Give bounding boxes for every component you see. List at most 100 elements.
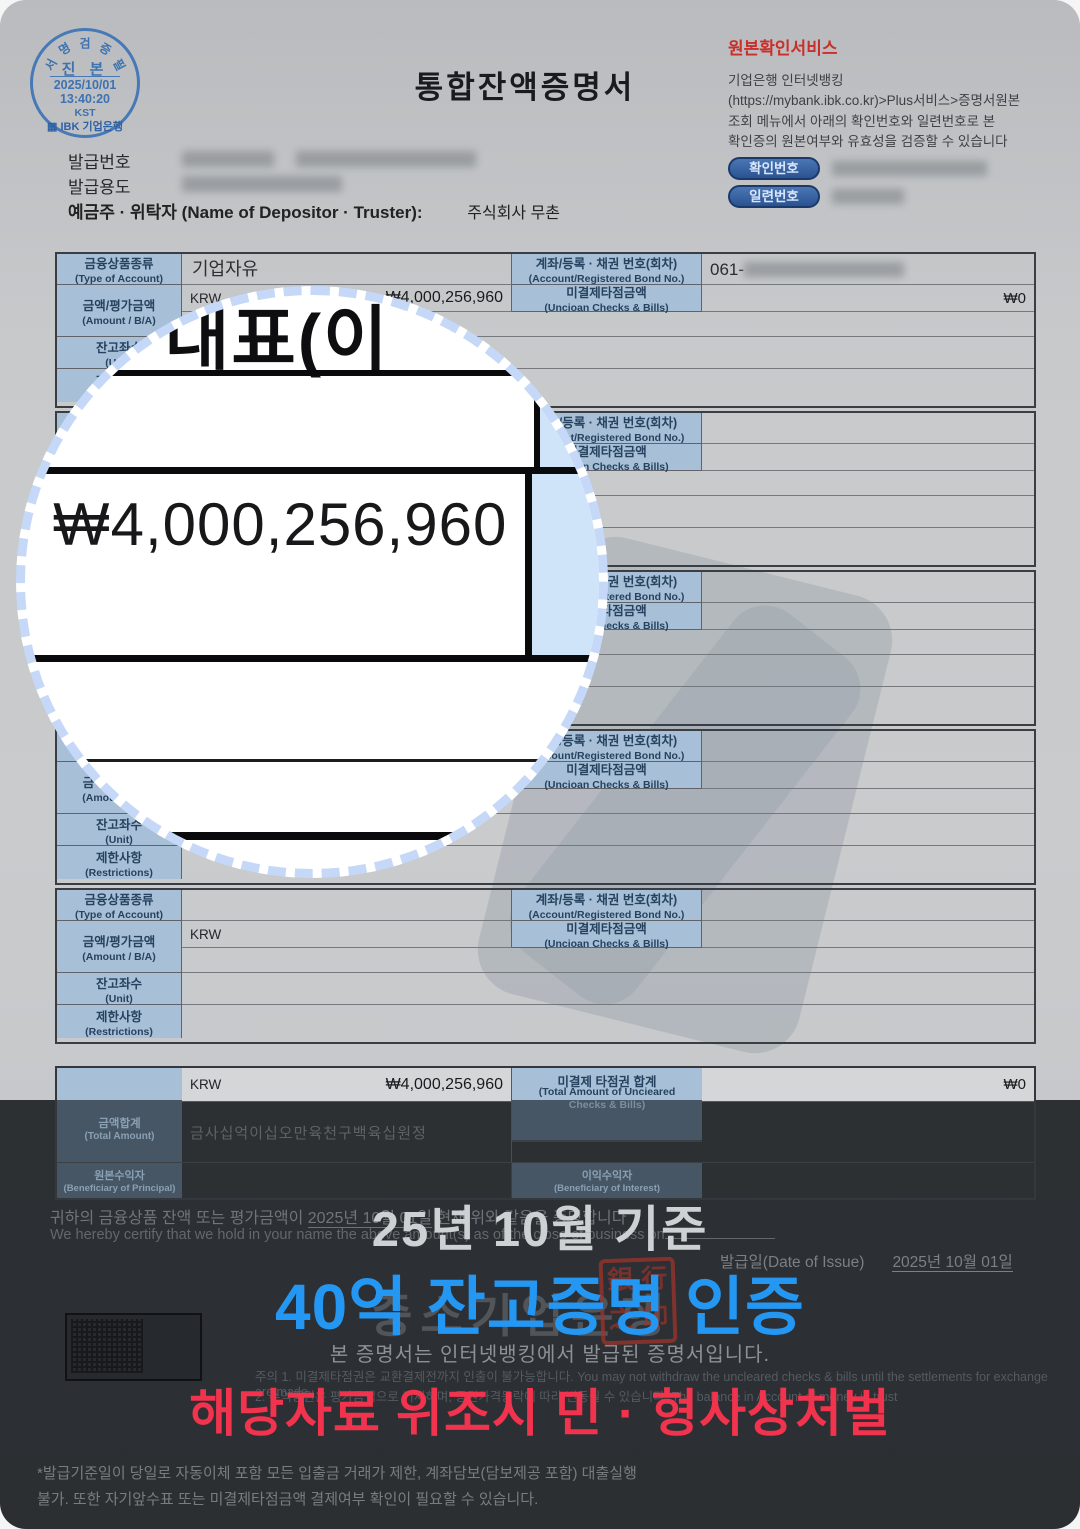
header-ko: 미결제 타점권 합계 bbox=[557, 1075, 657, 1089]
magnified-table-border bbox=[534, 370, 540, 474]
stamp-ring-letter: 명 bbox=[56, 40, 73, 58]
restrictions-header: 제한사항(Restrictions) bbox=[57, 846, 182, 879]
total-summary-table: 금액합계 (Total Amount) KRW ₩4,000,256,960 미결제… bbox=[55, 1066, 1036, 1200]
header-en: (Amount / B/A) bbox=[82, 950, 156, 963]
balance-amount: ₩4,000,256,960 bbox=[385, 289, 503, 306]
type-of-account-header: 금융상품종류 (Type of Account) bbox=[57, 254, 182, 285]
total-amount-header: 금액합계 (Total Amount) bbox=[57, 1068, 182, 1162]
header-en: (Uncioan Checks & Bills) bbox=[544, 938, 669, 950]
header-ko: 미결제타점금액 bbox=[566, 286, 647, 300]
unit-value bbox=[182, 655, 1034, 687]
magnified-header-cell bbox=[532, 474, 599, 655]
account-number-value: 061- bbox=[702, 254, 1034, 285]
date-of-issue-value: 2025년 10월 01일 bbox=[892, 1254, 1013, 1272]
redacted-value bbox=[182, 151, 274, 167]
amount-value: KRW bbox=[182, 921, 512, 948]
header-en: (Total Amount) bbox=[84, 1130, 155, 1142]
header-en: Checks & Bills) bbox=[568, 1099, 646, 1111]
header-ko: 제한사항 bbox=[95, 1009, 142, 1024]
uncleared-header: 미결제타점금액 (Uncioan Checks & Bills) bbox=[512, 285, 702, 314]
depositor-value: 주식회사 무촌 bbox=[467, 205, 561, 222]
unit-value bbox=[182, 496, 1034, 528]
total-balance-amount: ₩4,000,256,960 bbox=[385, 1075, 503, 1093]
internet-banking-note: 본 증명서는 인터넷뱅킹에서 발급된 증명서입니다. bbox=[329, 1344, 771, 1366]
header-ko: 원본수익자 bbox=[94, 1170, 145, 1182]
depositor-label: 예금주 · 위탁자 (Name of Depositor · Truster): bbox=[68, 203, 423, 222]
restrictions-header: 제한사항(Restrictions) bbox=[57, 1005, 182, 1038]
date-of-issue-label: 발급일(Date of Issue) bbox=[720, 1254, 865, 1271]
footnote-line-2: 불가. 또한 자기앞수표 또는 미결제타점금액 결제여부 확인이 필요할 수 있… bbox=[37, 1491, 539, 1508]
ibk-bank-logo: ▦ IBK 기업은행 bbox=[47, 121, 123, 133]
amount-in-words: 금사십억이십오만육천구백육십원정 bbox=[182, 1102, 512, 1162]
confirm-number-row: 확인번호 bbox=[728, 157, 987, 180]
header-ko: 잔고좌수 bbox=[95, 817, 142, 832]
overlay-warning: 해당자료 위조시 민 · 형사상처벌 bbox=[189, 1385, 891, 1442]
amount-header: 금액/평가금액(Amount / B/A) bbox=[57, 921, 182, 973]
header-en: (Beneficiary of Principal) bbox=[63, 1183, 176, 1194]
uncleared-amount: ₩0 bbox=[1003, 1076, 1027, 1093]
redacted-value bbox=[832, 161, 987, 176]
header-ko: 계좌/등록 · 채권 번호(회차) bbox=[535, 257, 678, 271]
signature-verification-stamp: 서 명 검 증 필 진 본 2025/10/01 13:40:20 KST ▦ … bbox=[30, 28, 140, 138]
notice-line-1: 주의 1. 미결제타점권은 교환결제전까지 인출이 불가능합니다. You ma… bbox=[255, 1370, 1048, 1399]
amount-words-cell bbox=[182, 471, 1034, 496]
uncleared-header: 미결제타점금액 (Uncioan Checks & Bills) bbox=[512, 762, 702, 791]
amount-words-cell bbox=[182, 948, 1034, 973]
blank-underline bbox=[664, 1238, 775, 1239]
uncleared-amount: ₩0 bbox=[1003, 290, 1027, 307]
account-number-header: 계좌/등록 · 채권 번호(회차) (Account/Registered Bon… bbox=[512, 254, 702, 285]
account-prefix: 061- bbox=[710, 260, 745, 279]
amount-words-cell bbox=[182, 630, 1034, 655]
beneficiary-principal-value bbox=[182, 1162, 512, 1198]
header-en: (Uncioan Checks & Bills) bbox=[544, 779, 669, 791]
header-ko: 금액합계 bbox=[98, 1117, 141, 1130]
redacted-value bbox=[744, 262, 905, 277]
account-type: 기업자유 bbox=[192, 259, 259, 279]
header-en: (Restrictions) bbox=[85, 866, 153, 879]
amount-words-text: 금사십억이십오만육천구백육십원정 bbox=[190, 1124, 427, 1142]
depositor-line: 예금주 · 위탁자 (Name of Depositor · Truster):… bbox=[68, 198, 560, 223]
currency-code: KRW bbox=[190, 926, 222, 942]
issue-number-label: 발급번호 bbox=[68, 153, 131, 172]
account-number-value bbox=[702, 572, 1034, 603]
total-uncleared-header: 미결제 타점권 합계 (Total Amount of Uncieared Ch… bbox=[512, 1068, 702, 1198]
original-verification-block: 원본확인서비스 기업은행 인터넷뱅킹 (https://mybank.ibk.c… bbox=[728, 34, 1054, 152]
header-ko: 금액/평가금액 bbox=[82, 934, 156, 949]
cert-ko-pre: 귀하의 금융상품 잔액 또는 평가금액이 bbox=[50, 1210, 308, 1227]
magnified-clipped-text: 대표(이 bbox=[165, 300, 390, 378]
total-uncleared-value: ₩0 bbox=[702, 1068, 1034, 1102]
magnified-balance-amount: ₩4,000,256,960 bbox=[53, 491, 508, 558]
stamp-time: 13:40:20 bbox=[59, 92, 111, 106]
magnified-table-border bbox=[25, 370, 599, 376]
header-ko: 미결제타점금액 bbox=[566, 922, 647, 936]
amount-words-cell bbox=[182, 312, 1034, 337]
serial-number-row: 일련번호 bbox=[728, 185, 904, 208]
unit-value bbox=[182, 814, 1034, 846]
verify-line: 조회 메뉴에서 아래의 확인번호와 일련번호로 본 bbox=[728, 113, 996, 129]
stamp-ring-letter: 증 bbox=[97, 40, 114, 58]
stamp-authentic-label: 진 본 bbox=[61, 61, 109, 78]
header-en: (Amount / B/A) bbox=[82, 314, 156, 327]
unit-value bbox=[182, 337, 1034, 369]
type-of-account-value bbox=[182, 890, 512, 921]
verify-line: 확인증의 원본여부와 유효성을 검증할 수 있습니다 bbox=[728, 133, 1008, 149]
issue-purpose-label: 발급용도 bbox=[68, 178, 131, 197]
stamp-timezone: KST bbox=[74, 107, 96, 119]
uncleared-value bbox=[702, 921, 1034, 948]
magnifier-circle: 대표(이 ₩4,000,256,960 bbox=[16, 286, 608, 878]
account-number-value bbox=[702, 731, 1034, 762]
uncleared-value: ₩0 bbox=[702, 285, 1034, 312]
page-title: 통합잔액증명서 bbox=[414, 70, 636, 105]
barcode-pattern bbox=[71, 1319, 143, 1373]
header-ko: 금융상품종류 bbox=[84, 893, 154, 907]
header-en: (Total Amount of Uncieared bbox=[538, 1086, 676, 1098]
verification-barcode bbox=[65, 1313, 202, 1381]
serial-number-badge: 일련번호 bbox=[728, 185, 820, 208]
unit-value bbox=[182, 973, 1034, 1005]
magnified-table-border bbox=[25, 467, 599, 474]
certification-sentence-en: We hereby certify that we hold in your n… bbox=[50, 1227, 775, 1243]
cert-ko-date: 2025년 10월 01일 bbox=[307, 1210, 432, 1228]
header-en: (Type of Account) bbox=[74, 273, 164, 285]
header-ko: 미결제타점금액 bbox=[566, 763, 647, 777]
